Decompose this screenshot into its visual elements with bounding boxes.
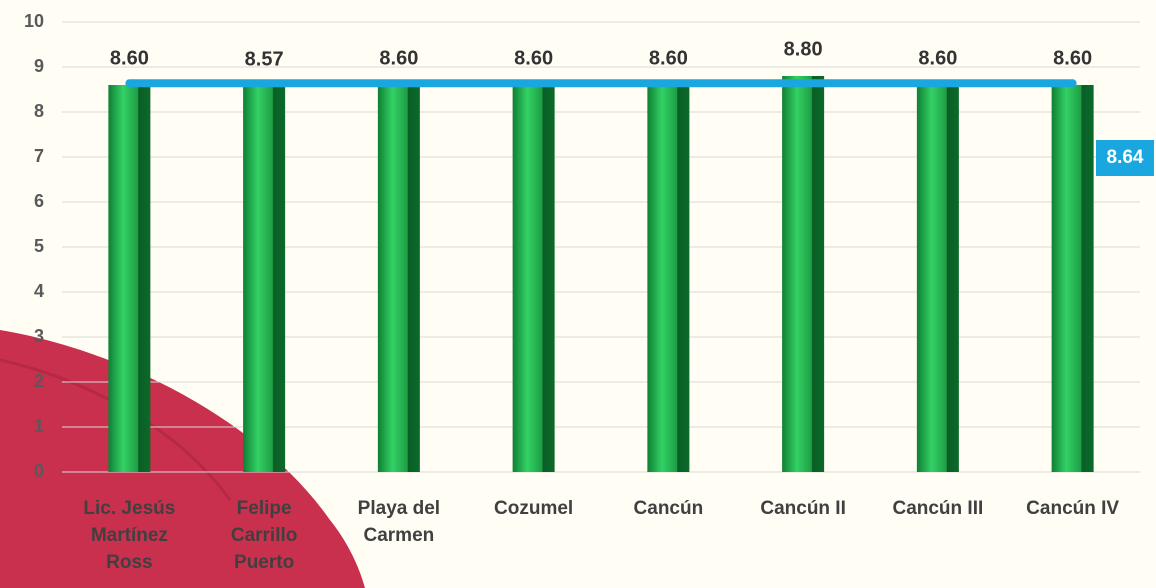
x-tick-label: Cancún	[634, 498, 704, 519]
value-label: 8.80	[784, 38, 823, 60]
y-tick-label: 6	[34, 191, 44, 211]
y-tick-label: 8	[34, 101, 44, 121]
y-tick-label: 9	[34, 56, 44, 76]
value-label: 8.60	[514, 47, 553, 69]
x-tick-label: Cancún III	[892, 498, 983, 519]
x-tick-label: Cancún II	[760, 498, 846, 519]
y-tick-label: 5	[34, 236, 44, 256]
bar	[782, 76, 824, 472]
y-tick-label: 2	[34, 371, 44, 391]
x-tick-label: Cozumel	[494, 498, 573, 519]
bar	[243, 86, 285, 472]
bar	[1052, 85, 1094, 472]
y-tick-label: 4	[34, 281, 44, 301]
y-tick-label: 10	[24, 11, 44, 31]
y-tick-label: 0	[34, 461, 44, 481]
bar	[378, 85, 420, 472]
value-label: 8.60	[379, 47, 418, 69]
bar	[647, 85, 689, 472]
average-label: 8.64	[1107, 147, 1144, 168]
value-label: 8.60	[110, 47, 149, 69]
y-tick-label: 7	[34, 146, 44, 166]
bar	[917, 85, 959, 472]
value-label: 8.57	[245, 49, 284, 71]
value-label: 8.60	[649, 47, 688, 69]
value-label: 8.60	[1053, 47, 1092, 69]
bar	[108, 85, 150, 472]
x-tick-label: Cancún IV	[1026, 498, 1119, 519]
y-tick-label: 1	[34, 416, 44, 436]
chart: 0123456789108.60Lic. JesúsMartínezRoss8.…	[0, 0, 1156, 588]
value-label: 8.60	[918, 47, 957, 69]
bar	[513, 85, 555, 472]
y-tick-label: 3	[34, 326, 44, 346]
